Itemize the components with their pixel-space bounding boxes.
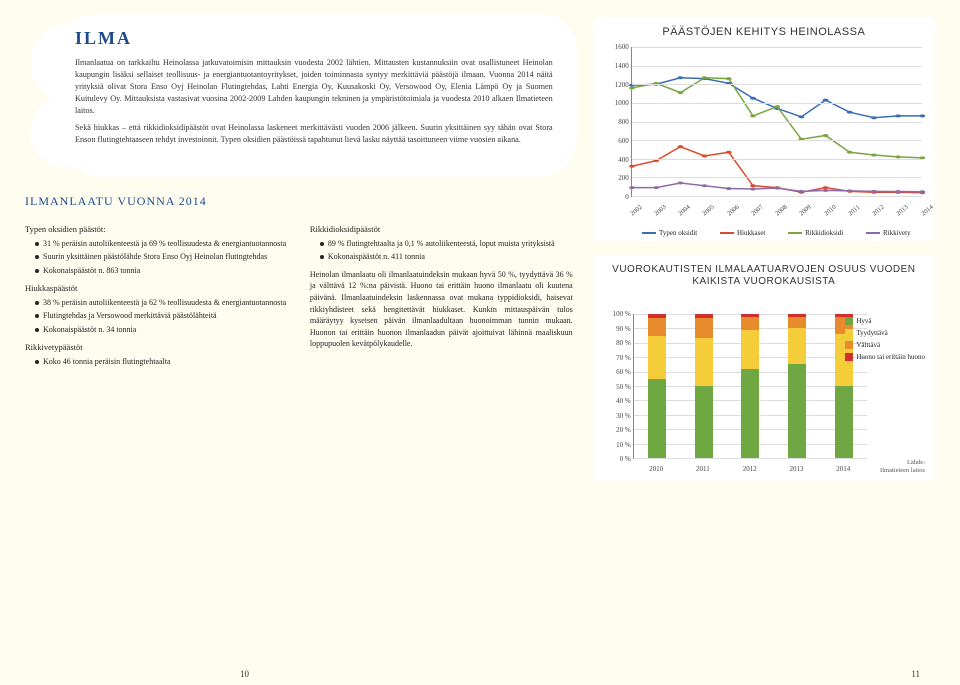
column-right: Rikkidioksidipäästöt 89 % flutingtehtaal… (310, 217, 573, 373)
page-number-left: 10 (240, 669, 249, 679)
intro-text: Ilmanlaatua on tarkkailtu Heinolassa jat… (75, 57, 553, 146)
page-title: ILMA (75, 28, 553, 49)
column-left: Typen oksidien päästöt: 31 % peräisin au… (25, 217, 288, 373)
line-chart: PÄÄSTÖJEN KEHITYS HEINOLASSA Typen oksid… (593, 18, 935, 241)
bar-chart: VUOROKAUTISTEN ILMALAATUARVOJEN OSUUS VU… (593, 256, 935, 481)
section-heading: ILMANLAATU VUONNA 2014 (25, 194, 573, 209)
page-number-right: 11 (911, 669, 920, 679)
